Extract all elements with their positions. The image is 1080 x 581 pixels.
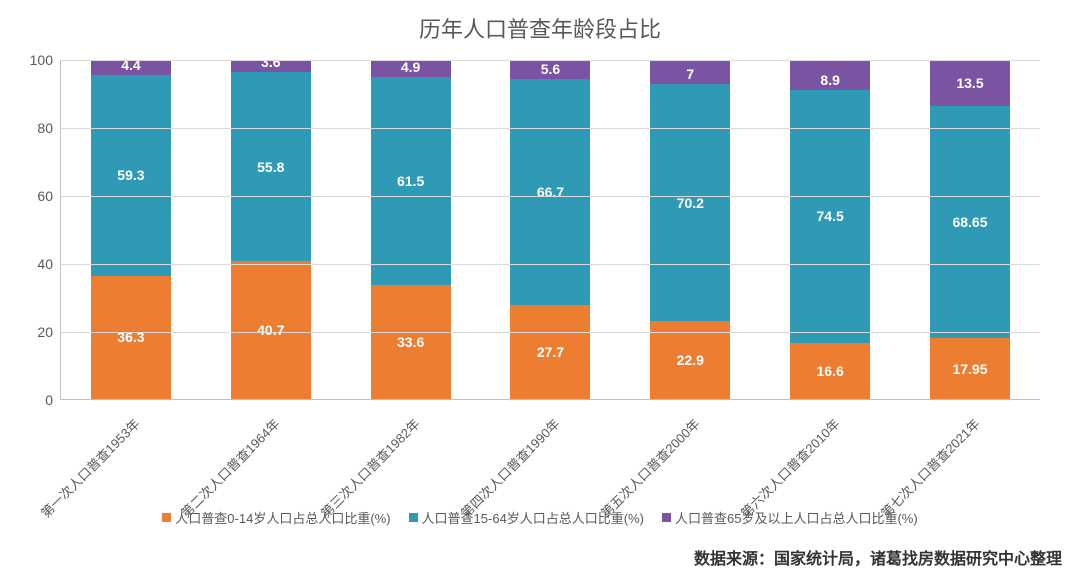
bar-segment: 4.4 bbox=[91, 60, 171, 75]
bar-group: 40.7 55.8 3.6 bbox=[231, 60, 311, 399]
bar-group: 16.6 74.5 8.9 bbox=[790, 60, 870, 399]
bar-value-label: 8.9 bbox=[820, 72, 839, 88]
bar-segment: 61.5 bbox=[371, 77, 451, 285]
x-tick-label: 第二次人口普查1964年 bbox=[230, 404, 310, 514]
bar-value-label: 74.5 bbox=[817, 208, 844, 224]
y-tick-label: 100 bbox=[30, 52, 53, 68]
bar-value-label: 22.9 bbox=[677, 352, 704, 368]
legend: 人口普查0-14岁人口占总人口比重(%) 人口普查15-64岁人口占总人口比重(%… bbox=[0, 508, 1080, 527]
bar-group: 33.6 61.5 4.9 bbox=[371, 60, 451, 399]
x-axis-labels: 第一次人口普查1953年第二次人口普查1964年第三次人口普查1982年第四次人… bbox=[60, 404, 1040, 514]
legend-swatch bbox=[162, 513, 171, 522]
bar-value-label: 4.9 bbox=[401, 59, 420, 75]
y-tick-label: 0 bbox=[45, 392, 53, 408]
x-tick-label: 第三次人口普查1982年 bbox=[370, 404, 450, 514]
bar-group: 22.9 70.2 7 bbox=[650, 60, 730, 399]
x-tick-label: 第五次人口普查2000年 bbox=[650, 404, 730, 514]
legend-label: 人口普查15-64岁人口占总人口比重(%) bbox=[422, 508, 644, 527]
bar-segment: 7 bbox=[650, 60, 730, 84]
bar-value-label: 68.65 bbox=[952, 214, 987, 230]
bar-value-label: 13.5 bbox=[956, 75, 983, 91]
chart-container: 历年人口普查年龄段占比 36.3 59.3 4.4 40.7 55.8 3.6 33.6 61… bbox=[0, 0, 1080, 581]
data-source-label: 数据来源：国家统计局，诸葛找房数据研究中心整理 bbox=[694, 545, 1062, 569]
bar-segment: 70.2 bbox=[650, 84, 730, 322]
bar-value-label: 3.6 bbox=[261, 54, 280, 70]
legend-swatch bbox=[409, 513, 418, 522]
bar-segment: 4.9 bbox=[371, 60, 451, 77]
y-tick-label: 60 bbox=[37, 188, 53, 204]
bar-value-label: 17.95 bbox=[952, 361, 987, 377]
bar-value-label: 59.3 bbox=[117, 167, 144, 183]
x-tick-label: 第四次人口普查1990年 bbox=[510, 404, 590, 514]
bar-value-label: 33.6 bbox=[397, 334, 424, 350]
x-tick-label: 第六次人口普查2010年 bbox=[790, 404, 870, 514]
y-tick-label: 80 bbox=[37, 120, 53, 136]
legend-item: 人口普查15-64岁人口占总人口比重(%) bbox=[409, 508, 644, 527]
bar-value-label: 5.6 bbox=[541, 61, 560, 77]
legend-label: 人口普查65岁及以上人口占总人口比重(%) bbox=[675, 508, 918, 527]
plot-area: 36.3 59.3 4.4 40.7 55.8 3.6 33.6 61.5 4.9 27.7 66.… bbox=[60, 60, 1040, 400]
y-tick-label: 20 bbox=[37, 324, 53, 340]
bar-value-label: 7 bbox=[686, 66, 694, 82]
bar-group: 36.3 59.3 4.4 bbox=[91, 60, 171, 399]
legend-item: 人口普查65岁及以上人口占总人口比重(%) bbox=[662, 508, 918, 527]
gridline bbox=[61, 196, 1040, 197]
legend-swatch bbox=[662, 513, 671, 522]
bar-value-label: 40.7 bbox=[257, 322, 284, 338]
bar-segment: 8.9 bbox=[790, 60, 870, 90]
bar-segment: 59.3 bbox=[91, 75, 171, 276]
bar-segment: 68.65 bbox=[930, 106, 1010, 339]
y-tick-label: 40 bbox=[37, 256, 53, 272]
legend-item: 人口普查0-14岁人口占总人口比重(%) bbox=[162, 508, 390, 527]
bar-value-label: 16.6 bbox=[817, 363, 844, 379]
gridline bbox=[61, 332, 1040, 333]
bar-segment: 55.8 bbox=[231, 72, 311, 261]
gridline bbox=[61, 128, 1040, 129]
bar-group: 27.7 66.7 5.6 bbox=[510, 60, 590, 399]
bar-segment: 3.6 bbox=[231, 60, 311, 72]
legend-label: 人口普查0-14岁人口占总人口比重(%) bbox=[175, 508, 390, 527]
bar-segment: 66.7 bbox=[510, 79, 590, 305]
gridline bbox=[61, 264, 1040, 265]
bar-value-label: 66.7 bbox=[537, 184, 564, 200]
bar-segment: 5.6 bbox=[510, 60, 590, 79]
bars-group: 36.3 59.3 4.4 40.7 55.8 3.6 33.6 61.5 4.9 27.7 66.… bbox=[61, 60, 1040, 399]
bar-segment: 13.5 bbox=[930, 60, 1010, 106]
bar-segment: 22.9 bbox=[650, 321, 730, 399]
bar-segment: 36.3 bbox=[91, 276, 171, 399]
bar-segment: 40.7 bbox=[231, 261, 311, 399]
x-tick-label: 第七次人口普查2021年 bbox=[930, 404, 1010, 514]
chart-title: 历年人口普查年龄段占比 bbox=[0, 0, 1080, 50]
gridline bbox=[61, 60, 1040, 61]
bar-segment: 17.95 bbox=[930, 338, 1010, 399]
bar-segment: 16.6 bbox=[790, 343, 870, 399]
bar-value-label: 55.8 bbox=[257, 159, 284, 175]
bar-group: 17.95 68.65 13.5 bbox=[930, 60, 1010, 399]
bar-value-label: 27.7 bbox=[537, 344, 564, 360]
bar-segment: 33.6 bbox=[371, 285, 451, 399]
bar-value-label: 61.5 bbox=[397, 173, 424, 189]
x-tick-label: 第一次人口普查1953年 bbox=[90, 404, 170, 514]
bar-segment: 27.7 bbox=[510, 305, 590, 399]
